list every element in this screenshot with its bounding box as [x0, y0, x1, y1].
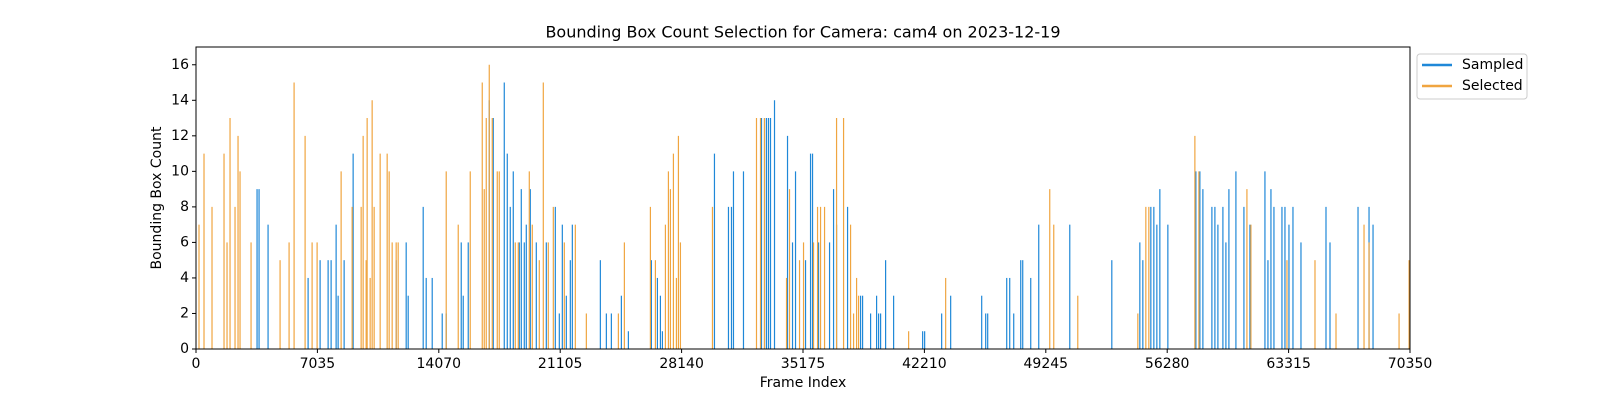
y-tick-label: 4	[180, 270, 189, 286]
x-tick-label: 0	[192, 356, 201, 372]
x-tick-label: 56280	[1145, 356, 1190, 372]
x-tick-label: 35175	[781, 356, 826, 372]
y-tick-label: 8	[180, 199, 189, 215]
chart-title: Bounding Box Count Selection for Camera:…	[545, 23, 1060, 42]
x-axis-label: Frame Index	[760, 375, 847, 391]
y-tick-label: 2	[180, 305, 189, 321]
x-tick-label: 63315	[1266, 356, 1311, 372]
y-tick-label: 14	[171, 92, 189, 108]
plot-area	[198, 64, 1410, 349]
x-tick-label: 70350	[1388, 356, 1433, 372]
y-tick-label: 10	[171, 163, 189, 179]
x-tick-label: 28140	[659, 356, 704, 372]
y-tick-label: 0	[180, 341, 189, 357]
x-tick-label: 49245	[1024, 356, 1069, 372]
x-tick-label: 7035	[300, 356, 336, 372]
x-tick-label: 14070	[417, 356, 462, 372]
legend-label: Selected	[1462, 78, 1523, 94]
legend-label: Sampled	[1462, 57, 1523, 73]
x-tick-label: 21105	[538, 356, 583, 372]
y-tick-label: 16	[171, 57, 189, 73]
y-tick-label: 6	[180, 234, 189, 250]
y-axis-label: Bounding Box Count	[149, 126, 165, 269]
legend: Sampled Selected	[1416, 53, 1528, 100]
y-tick-label: 12	[171, 128, 189, 144]
x-tick-label: 42210	[902, 356, 947, 372]
